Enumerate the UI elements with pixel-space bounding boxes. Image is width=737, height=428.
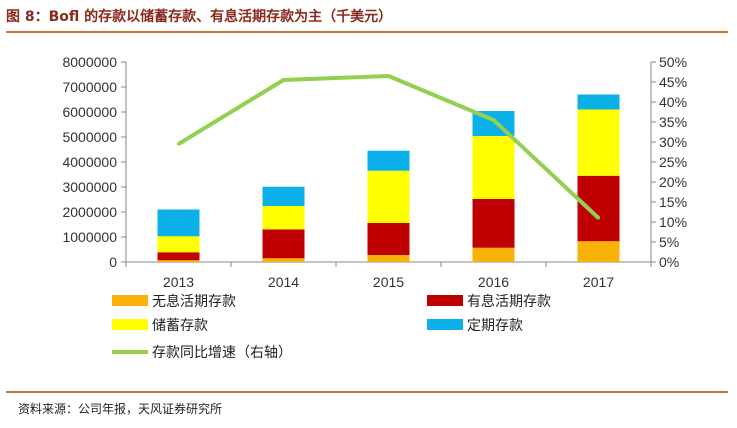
- y-right-tick-label: 30%: [659, 134, 687, 150]
- y-right-tick-label: 0%: [659, 254, 679, 270]
- figure-title: 图 8：Bofl 的存款以储蓄存款、有息活期存款为主（千美元）: [6, 9, 393, 25]
- bar-segment-4: [367, 150, 410, 171]
- y-right-tick-label: 45%: [659, 74, 687, 90]
- bar-segment-4: [262, 186, 305, 206]
- legend-swatch-2: [427, 295, 463, 306]
- title-rule: [6, 31, 728, 33]
- bar-segment-4: [157, 209, 200, 237]
- bar-segment-3: [472, 136, 515, 199]
- y-right-tick-label: 25%: [659, 154, 687, 170]
- y-left-tick-label: 1000000: [62, 229, 117, 245]
- legend-swatch-4: [427, 319, 463, 330]
- y-right-tick-label: 50%: [659, 54, 687, 70]
- bar-segment-4: [577, 94, 620, 110]
- y-right-tick-label: 20%: [659, 174, 687, 190]
- growth-rate-point: [177, 142, 180, 146]
- bar-segment-1: [262, 258, 305, 262]
- x-tick-label: 2014: [268, 274, 299, 290]
- legend-label: 有息活期存款: [467, 293, 551, 310]
- y-left-tick-label: 7000000: [62, 79, 117, 95]
- legend-label: 储蓄存款: [152, 318, 208, 334]
- bar-segment-1: [367, 255, 410, 262]
- growth-rate-point: [597, 216, 600, 220]
- bar-segment-3: [262, 206, 305, 230]
- bar-segment-2: [262, 229, 305, 259]
- source-rule: [6, 391, 728, 393]
- x-tick-label: 2013: [163, 274, 194, 290]
- y-right-tick-label: 40%: [659, 94, 687, 110]
- deposit-chart: 0 1000000 2000000 3000000 4000000 5000000 6000…: [62, 54, 687, 361]
- bar-segment-1: [157, 260, 200, 262]
- bar-segment-1: [472, 247, 515, 262]
- bar-segment-3: [367, 170, 410, 223]
- y-left-tick-label: 2000000: [62, 204, 117, 220]
- y-left-tick-label: 5000000: [62, 129, 117, 145]
- bar-segment-2: [577, 175, 620, 242]
- y-right-tick-label: 10%: [659, 214, 687, 230]
- legend-label: 定期存款: [467, 318, 523, 334]
- y-left-tick-label: 6000000: [62, 104, 117, 120]
- y-right-tick-label: 5%: [659, 234, 679, 250]
- y-right-tick-label: 35%: [659, 114, 687, 130]
- x-tick-label: 2016: [478, 274, 509, 290]
- y-left-tick-label: 8000000: [62, 54, 117, 70]
- legend-label: 存款同比增速（右轴）: [152, 345, 292, 361]
- legend-label: 无息活期存款: [152, 293, 236, 310]
- y-left-tick-label: 4000000: [62, 154, 117, 170]
- bar-segment-2: [472, 199, 515, 248]
- growth-rate-point: [282, 78, 285, 82]
- growth-rate-point: [492, 118, 495, 122]
- legend-swatch-3: [112, 319, 148, 330]
- bar-segment-2: [367, 223, 410, 255]
- bar-segment-3: [157, 236, 200, 253]
- bar-segment-2: [157, 252, 200, 261]
- legend-swatch-1: [112, 295, 148, 306]
- x-tick-label: 2017: [583, 274, 614, 290]
- x-tick-label: 2015: [373, 274, 404, 290]
- bar-segment-3: [577, 109, 620, 176]
- chart-axes: 0 1000000 2000000 3000000 4000000 5000000 6000…: [62, 54, 687, 290]
- y-left-tick-label: 3000000: [62, 179, 117, 195]
- growth-rate-point: [387, 74, 390, 78]
- growth-line: [177, 74, 600, 220]
- bar-segment-1: [577, 241, 620, 262]
- y-left-tick-label: 0: [109, 254, 117, 270]
- y-right-tick-label: 15%: [659, 194, 687, 210]
- source-note: 资料来源：公司年报，天风证券研究所: [18, 402, 223, 416]
- chart-bars: [157, 94, 620, 262]
